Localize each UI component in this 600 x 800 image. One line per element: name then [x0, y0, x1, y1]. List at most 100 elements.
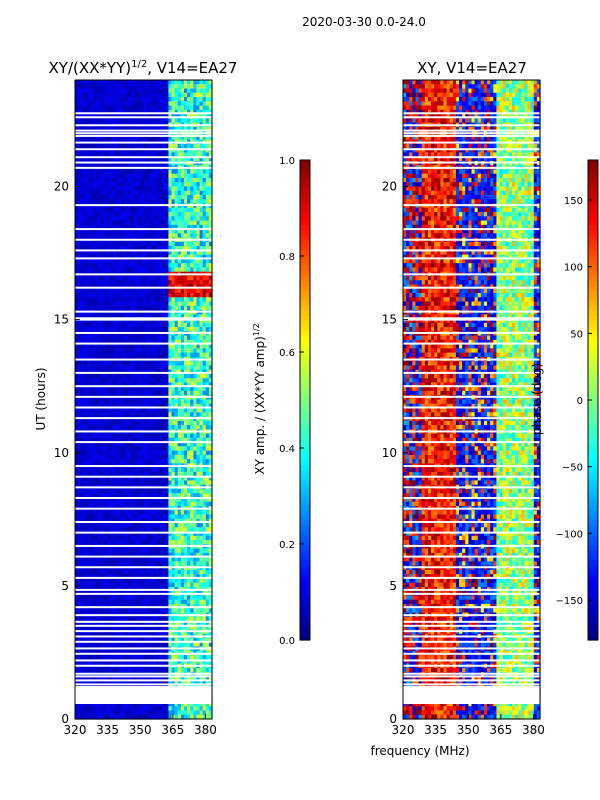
- heatmap-cell: [149, 156, 154, 162]
- heatmap-cell: [193, 80, 198, 85]
- heatmap-cell: [106, 425, 110, 430]
- heatmap-cell: [137, 224, 141, 230]
- heatmap-cell: [162, 327, 166, 332]
- heatmap-cell: [208, 305, 213, 311]
- heatmap-cell: [159, 126, 163, 132]
- heatmap-cell: [199, 241, 204, 247]
- heatmap-cell: [199, 195, 204, 200]
- heatmap-cell: [118, 195, 123, 200]
- heatmap-cell: [96, 471, 101, 477]
- heatmap-cell: [140, 254, 145, 260]
- heatmap-cell: [124, 493, 129, 499]
- heatmap-cell: [171, 109, 176, 115]
- heatmap-cell: [152, 212, 157, 217]
- heatmap-cell: [180, 92, 185, 98]
- heatmap-cell: [202, 437, 207, 443]
- heatmap-cell: [140, 501, 145, 507]
- heatmap-cell: [159, 305, 163, 311]
- heatmap-cell: [190, 195, 194, 200]
- heatmap-cell: [149, 531, 154, 537]
- heatmap-cell: [99, 467, 104, 473]
- heatmap-cell: [90, 88, 95, 94]
- heatmap-cell: [140, 84, 145, 90]
- heatmap-cell: [84, 148, 89, 154]
- heatmap-cell: [183, 510, 188, 516]
- heatmap-cell: [103, 412, 107, 418]
- heatmap-cell: [87, 92, 92, 98]
- heatmap-cell: [155, 412, 160, 418]
- heatmap-cell: [159, 190, 163, 196]
- heatmap-cell: [205, 233, 210, 239]
- heatmap-cell: [93, 446, 98, 452]
- heatmap-cell: [75, 190, 79, 196]
- heatmap-cell: [134, 373, 138, 379]
- heatmap-cell: [112, 84, 117, 90]
- heatmap-cell: [90, 156, 95, 162]
- heatmap-cell: [174, 152, 179, 158]
- heatmap-cell: [152, 459, 157, 464]
- heatmap-cell: [131, 378, 135, 384]
- heatmap-cell: [168, 250, 173, 256]
- heatmap-cell: [183, 527, 188, 533]
- heatmap-cell: [127, 476, 132, 482]
- heatmap-cell: [180, 305, 185, 311]
- heatmap-cell: [106, 109, 110, 115]
- heatmap-cell: [118, 101, 123, 107]
- heatmap-cell: [208, 101, 213, 107]
- heatmap-cell: [131, 531, 135, 537]
- heatmap-cell: [115, 373, 120, 379]
- heatmap-cell: [140, 335, 145, 341]
- heatmap-cell: [137, 97, 141, 102]
- heatmap-cell: [118, 339, 123, 345]
- heatmap-cell: [177, 501, 182, 507]
- heatmap-cell: [174, 433, 179, 439]
- heatmap-cell: [84, 361, 89, 367]
- heatmap-cell: [90, 425, 95, 430]
- heatmap-cell: [121, 373, 126, 379]
- heatmap-cell: [165, 527, 170, 533]
- heatmap-cell: [174, 135, 179, 141]
- heatmap-cell: [155, 148, 160, 154]
- heatmap-cell: [90, 378, 95, 384]
- heatmap-cell: [115, 156, 120, 162]
- heatmap-cell: [162, 403, 166, 409]
- heatmap-cell: [84, 408, 89, 413]
- heatmap-cell: [177, 348, 182, 354]
- heatmap-cell: [208, 263, 213, 269]
- heatmap-cell: [196, 224, 201, 230]
- heatmap-cell: [183, 344, 188, 349]
- heatmap-cell: [124, 297, 129, 303]
- heatmap-cell: [99, 365, 104, 371]
- heatmap-cell: [199, 148, 204, 154]
- heatmap-cell: [87, 527, 92, 533]
- heatmap-cell: [99, 195, 104, 200]
- heatmap-cell: [78, 148, 82, 154]
- heatmap-cell: [93, 88, 98, 94]
- heatmap-cell: [84, 412, 89, 418]
- heatmap-cell: [174, 442, 179, 447]
- heatmap-cell: [103, 118, 107, 124]
- heatmap-cell: [81, 493, 85, 499]
- heatmap-cell: [193, 148, 198, 154]
- heatmap-cell: [190, 471, 194, 477]
- heatmap-cell: [81, 403, 85, 409]
- heatmap-cell: [109, 386, 113, 392]
- heatmap-cell: [134, 493, 138, 499]
- heatmap-cell: [183, 169, 188, 175]
- heatmap-cell: [121, 126, 126, 132]
- heatmap-cell: [99, 523, 104, 528]
- heatmap-cell: [131, 361, 135, 367]
- heatmap-cell: [143, 378, 148, 384]
- heatmap-cell: [177, 267, 182, 273]
- heatmap-cell: [190, 527, 194, 533]
- heatmap-cell: [78, 293, 82, 298]
- heatmap-cell: [131, 399, 135, 405]
- heatmap-cell: [118, 177, 123, 183]
- heatmap-cell: [81, 88, 85, 94]
- heatmap-cell: [137, 143, 141, 149]
- heatmap-cell: [193, 527, 198, 533]
- heatmap-cell: [165, 241, 170, 247]
- heatmap-cell: [87, 318, 92, 324]
- heatmap-cell: [115, 275, 120, 281]
- heatmap-cell: [155, 118, 160, 124]
